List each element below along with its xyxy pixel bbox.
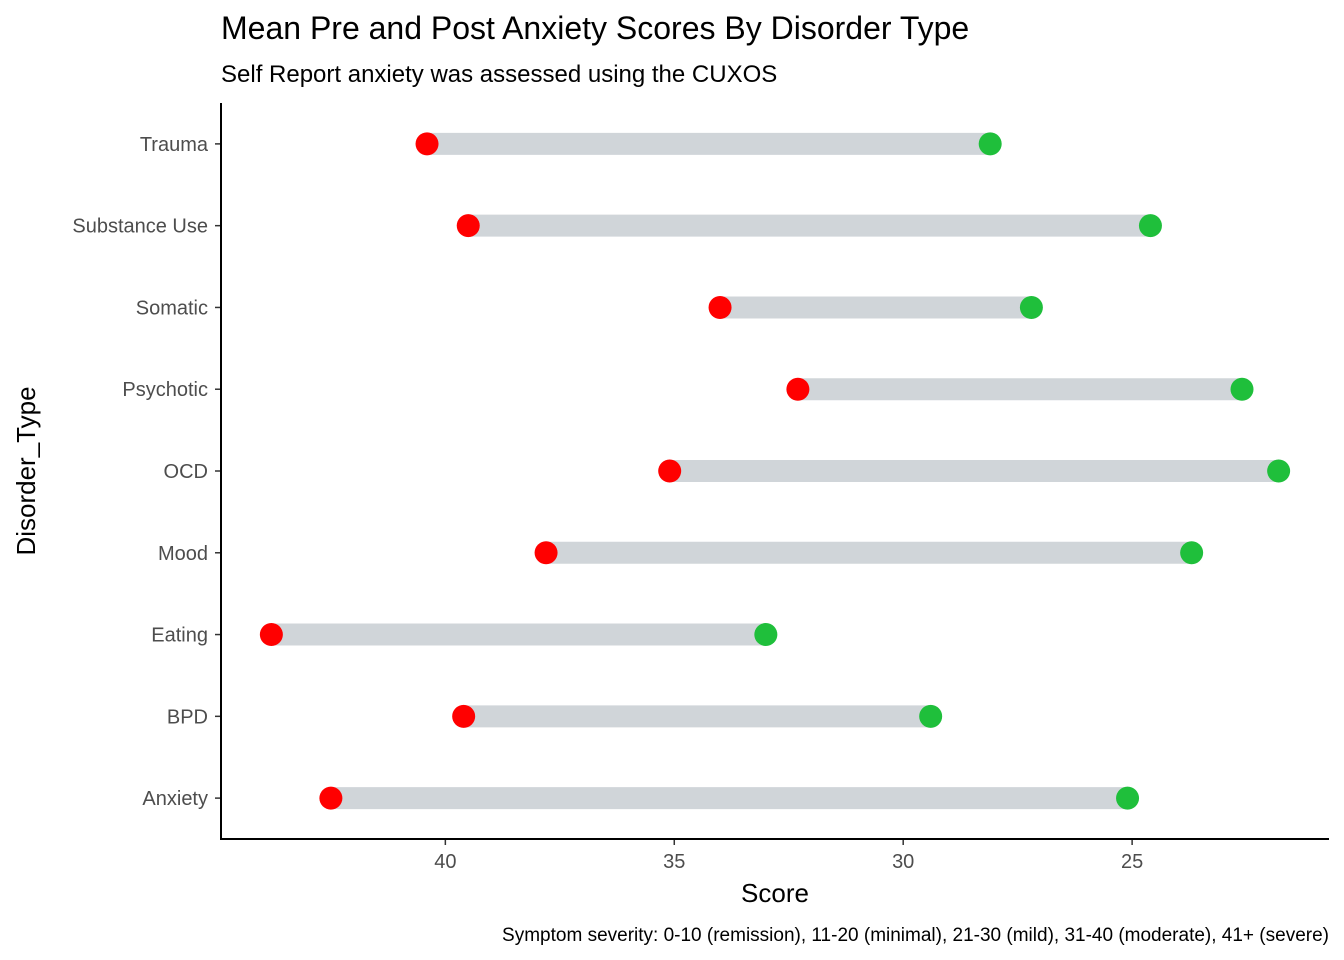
post-score-point xyxy=(1230,377,1254,401)
plot-area: Anxiety BPD Eating Mood OCD Psychotic Somatic S… xyxy=(72,132,1291,873)
y-tick-label: Somatic xyxy=(136,297,208,319)
post-score-point xyxy=(754,623,778,647)
y-tick-label: Trauma xyxy=(140,134,209,156)
y-tick-label: Mood xyxy=(158,543,208,565)
y-tick-label: OCD xyxy=(164,461,208,483)
y-axis-title: Disorder_Type xyxy=(11,386,41,555)
pre-score-point xyxy=(259,623,283,647)
y-tick-label: Substance Use xyxy=(72,216,208,238)
post-score-point xyxy=(1116,786,1140,810)
y-tick-label: BPD xyxy=(167,706,208,728)
chart-title: Mean Pre and Post Anxiety Scores By Diso… xyxy=(221,10,969,46)
x-axis-title: Score xyxy=(741,878,809,908)
y-tick-label: Anxiety xyxy=(142,788,208,810)
pre-score-point xyxy=(658,459,682,483)
pre-score-point xyxy=(452,704,476,728)
pre-score-point xyxy=(456,214,480,238)
y-tick-label: Psychotic xyxy=(122,379,208,401)
pre-score-point xyxy=(708,295,732,319)
post-score-point xyxy=(919,704,943,728)
post-score-point xyxy=(1180,541,1204,565)
x-tick-label: 25 xyxy=(1121,851,1143,873)
chart-caption: Symptom severity: 0-10 (remission), 11-2… xyxy=(502,925,1329,946)
post-score-point xyxy=(1267,459,1291,483)
post-score-point xyxy=(1138,214,1162,238)
y-tick-label: Eating xyxy=(151,625,208,647)
post-score-point xyxy=(1019,295,1043,319)
pre-score-point xyxy=(534,541,558,565)
chart-subtitle: Self Report anxiety was assessed using t… xyxy=(221,61,777,88)
post-score-point xyxy=(978,132,1002,156)
pre-score-point xyxy=(786,377,810,401)
x-tick-label: 30 xyxy=(892,851,914,873)
pre-score-point xyxy=(319,786,343,810)
x-tick-label: 35 xyxy=(663,851,685,873)
pre-score-point xyxy=(415,132,439,156)
x-tick-label: 40 xyxy=(434,851,456,873)
